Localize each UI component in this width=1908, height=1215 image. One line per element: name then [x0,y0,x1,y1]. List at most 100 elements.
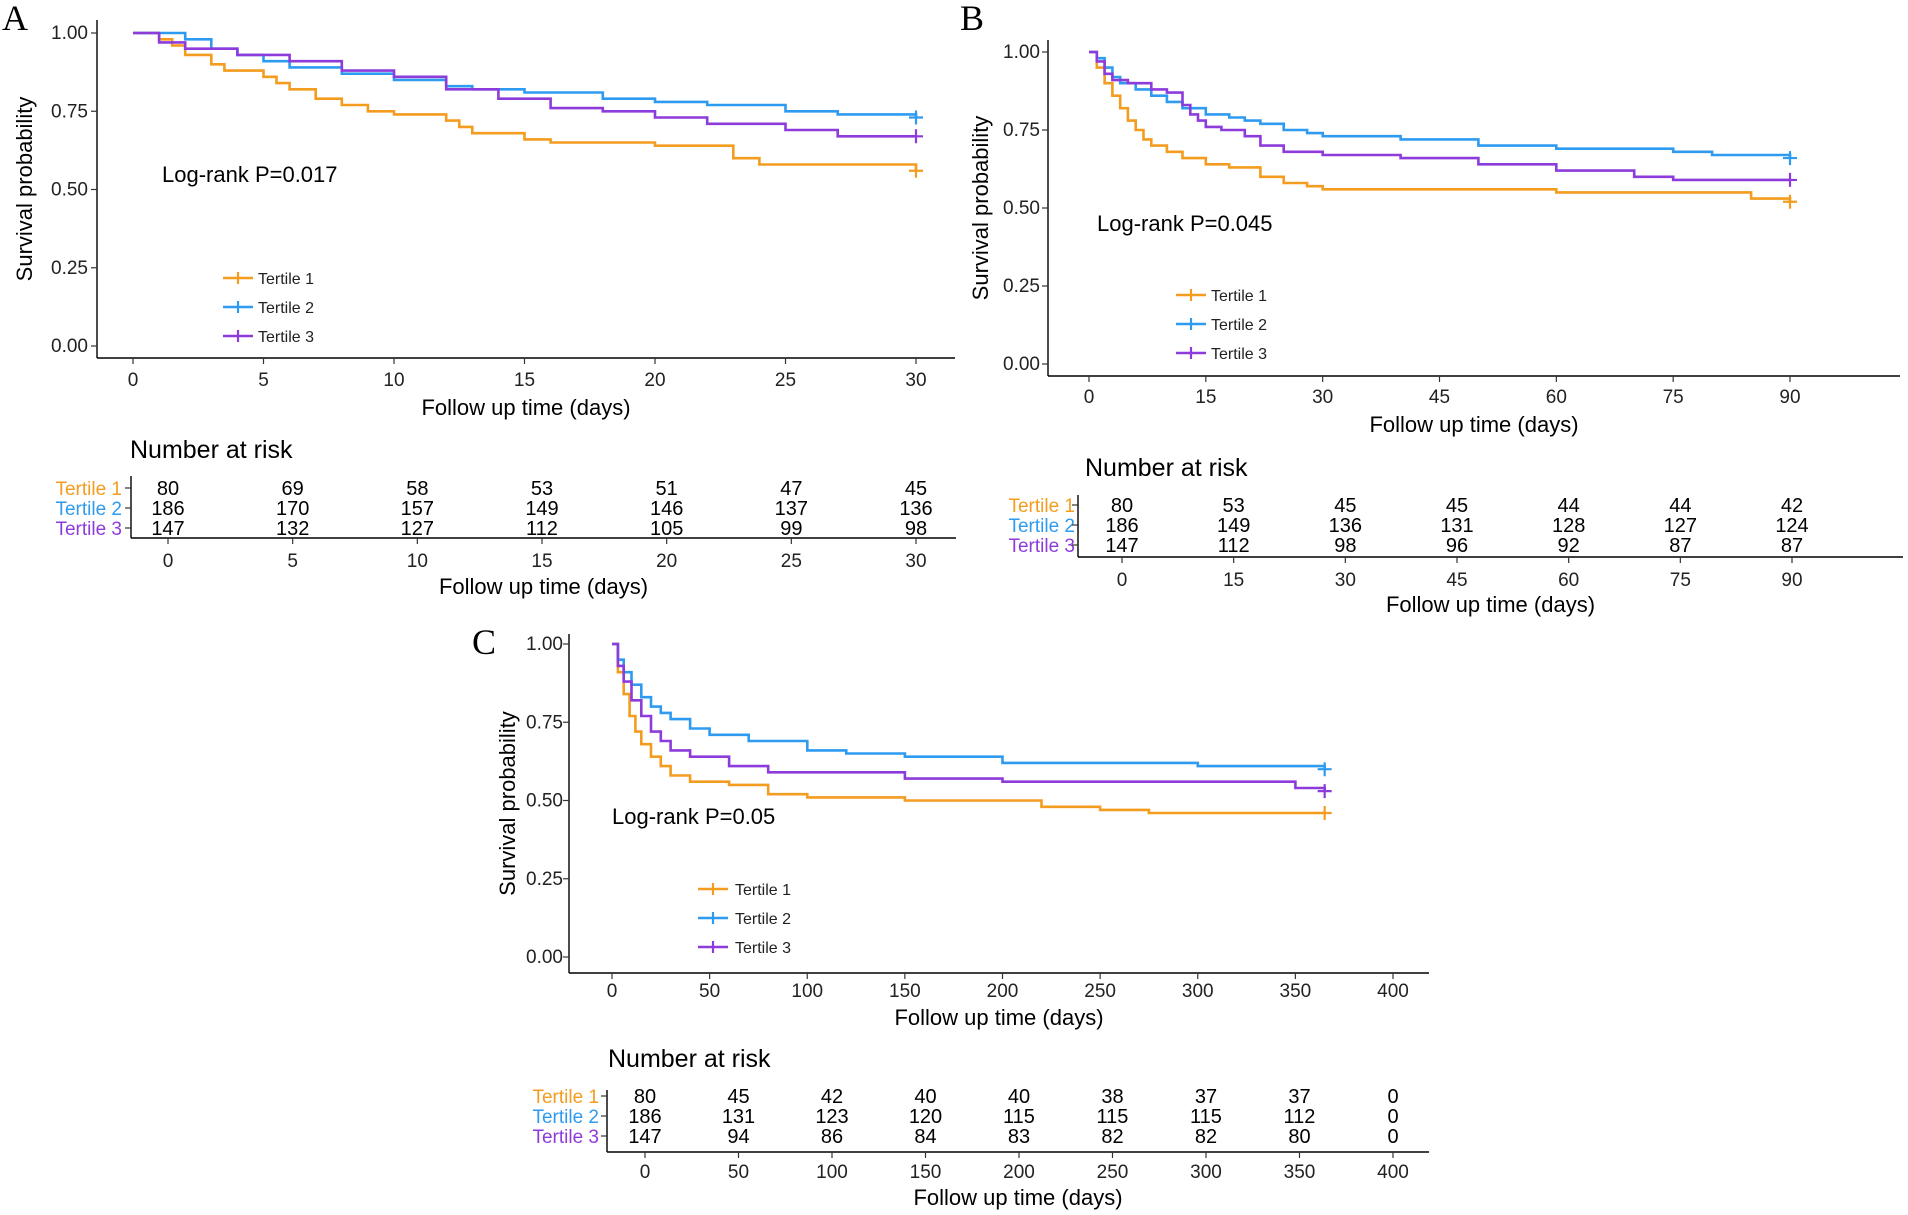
x-tick-label: 50 [699,981,720,1002]
risk-count: 82 [1195,1126,1217,1148]
risk-count: 94 [727,1126,749,1148]
panel-letter: A [2,0,28,38]
y-tick-label: 0.25 [51,258,88,279]
risk-count: 45 [1446,495,1468,517]
x-tick-label: 15 [1195,387,1216,408]
risk-x-tick-label: 350 [1284,1162,1316,1183]
censor-mark-tertile-3 [1317,784,1332,799]
risk-x-tick-label: 30 [1335,570,1356,591]
censor-mark-tertile-2 [1317,762,1332,777]
risk-count: 80 [1288,1126,1310,1148]
risk-x-tick-label: 15 [1223,570,1244,591]
x-tick-label: 30 [1312,387,1333,408]
y-tick-label: 0.75 [51,101,88,122]
risk-row-label-tertile-2: Tertile 2 [532,1107,599,1128]
risk-count: 99 [780,518,802,540]
risk-count: 82 [1101,1126,1123,1148]
risk-count: 45 [727,1086,749,1108]
risk-count: 98 [1334,535,1356,557]
x-tick-label: 0 [607,981,618,1002]
risk-count: 53 [531,478,553,500]
risk-x-tick-label: 100 [816,1162,848,1183]
y-tick-label: 0.00 [526,947,563,968]
x-tick-label: 15 [514,370,535,391]
panel-b: B 0.00 0.25 0.50 0.75 1.00 0 15 30 45 60 75 90 Follow… [960,0,1903,617]
risk-x-tick-label: 15 [531,551,552,572]
risk-x-tick-label: 250 [1097,1162,1129,1183]
risk-table-title: Number at risk [1085,454,1248,482]
risk-count: 84 [914,1126,936,1148]
log-rank-annotation: Log-rank P=0.017 [162,162,338,187]
risk-count: 131 [1440,515,1473,537]
x-axis-title: Follow up time (days) [421,395,630,420]
risk-count: 53 [1223,495,1245,517]
risk-count: 87 [1781,535,1803,557]
y-tick-label: 0.75 [1003,120,1040,141]
censor-mark-tertile-2 [1783,151,1797,166]
risk-x-tick-label: 0 [1117,570,1128,591]
risk-row-label-tertile-1: Tertile 1 [532,1087,599,1108]
risk-x-tick-label: 45 [1446,570,1467,591]
risk-count: 115 [1190,1106,1222,1128]
risk-count: 132 [276,518,309,540]
x-tick-label: 10 [383,370,404,391]
x-tick-label: 300 [1182,981,1214,1002]
legend-label: Tertile 2 [735,911,791,928]
y-tick-label: 0.50 [526,791,563,812]
risk-count: 112 [526,518,558,540]
x-tick-label: 100 [791,981,823,1002]
risk-count: 137 [775,498,808,520]
risk-row-label-tertile-3: Tertile 3 [55,519,122,540]
y-tick-label: 0.75 [526,712,563,733]
risk-count: 92 [1558,535,1580,557]
legend-label: Tertile 1 [1211,288,1267,305]
risk-count: 120 [909,1106,942,1128]
censor-mark-tertile-3 [1783,172,1797,187]
risk-count: 147 [628,1126,661,1148]
risk-count: 37 [1195,1086,1217,1108]
survival-curve-tertile-2 [612,642,1326,770]
legend-label: Tertile 2 [258,300,314,317]
risk-count: 147 [151,518,184,540]
risk-count: 69 [282,478,304,500]
risk-count: 170 [276,498,309,520]
risk-count: 83 [1008,1126,1030,1148]
survival-curve-tertile-2 [1089,50,1792,159]
censor-mark-tertile-1 [1783,194,1797,209]
risk-count: 37 [1288,1086,1310,1108]
risk-x-tick-label: 300 [1190,1162,1222,1183]
risk-count: 51 [656,478,678,500]
risk-count: 115 [1003,1106,1035,1128]
risk-count: 128 [1552,515,1585,537]
legend-label: Tertile 3 [258,329,314,346]
risk-row-label-tertile-2: Tertile 2 [55,499,122,520]
risk-count: 80 [634,1086,656,1108]
survival-curve-tertile-1 [612,642,1325,815]
y-tick-label: 1.00 [51,23,88,44]
risk-x-tick-label: 90 [1781,570,1802,591]
panel-letter: B [960,0,984,38]
x-tick-label: 200 [987,981,1019,1002]
risk-x-tick-label: 150 [910,1162,942,1183]
x-axis-title: Follow up time (days) [894,1005,1103,1030]
legend-label: Tertile 1 [735,882,791,899]
survival-curve-tertile-3 [612,642,1326,792]
risk-count: 0 [1387,1106,1398,1128]
x-tick-label: 25 [775,370,796,391]
risk-x-tick-label: 0 [640,1162,651,1183]
risk-count: 115 [1097,1106,1129,1128]
x-tick-label: 0 [128,370,139,391]
y-tick-label: 0.25 [526,869,563,890]
risk-count: 136 [1329,515,1362,537]
x-tick-label: 75 [1663,387,1684,408]
risk-row-label-tertile-3: Tertile 3 [532,1127,599,1148]
x-tick-label: 5 [258,370,269,391]
panel-letter: C [472,622,496,662]
survival-curve-tertile-1 [1089,50,1792,202]
censor-mark-tertile-1 [1317,806,1332,821]
legend-label: Tertile 3 [735,940,791,957]
risk-x-tick-label: 200 [1003,1162,1035,1183]
risk-count: 40 [1008,1086,1030,1108]
risk-count: 42 [1781,495,1803,517]
